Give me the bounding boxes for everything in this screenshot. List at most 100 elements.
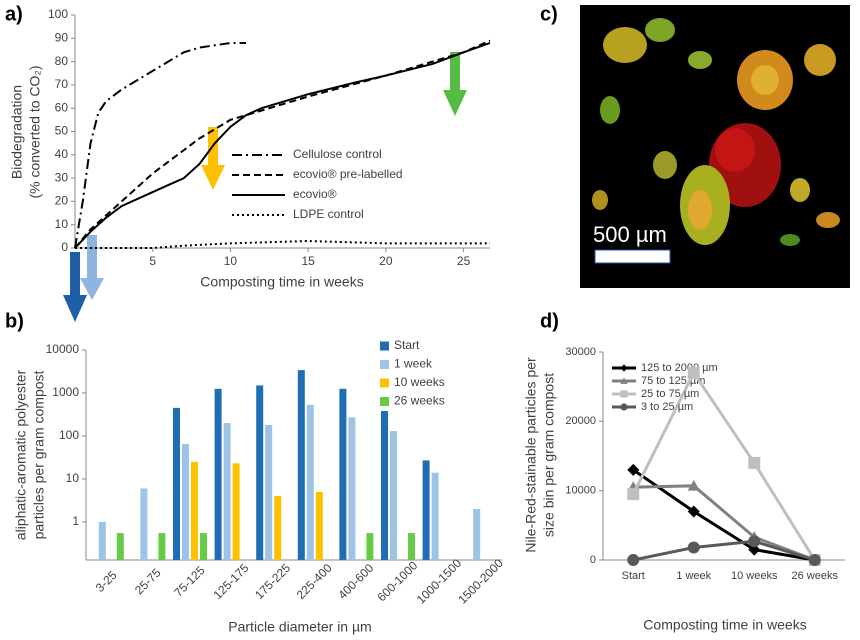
micrograph: 500 µm — [580, 5, 850, 288]
x-axis-title: Composting time in weeks — [200, 274, 363, 290]
x-tick-label: 175-225 — [252, 561, 293, 602]
y-tick-label: 1 — [72, 514, 79, 528]
marker — [687, 505, 700, 518]
y-tick-label: 90 — [55, 30, 69, 44]
marker — [687, 479, 700, 491]
legend-marker — [620, 390, 628, 398]
marker — [748, 543, 761, 556]
legend-label: 1 week — [394, 357, 433, 371]
bar — [232, 463, 240, 560]
x-tick-label: 125-175 — [210, 561, 251, 602]
bar — [191, 461, 198, 560]
x-tick-label: 25-75 — [132, 565, 164, 597]
marker — [748, 535, 761, 548]
series-line — [633, 484, 816, 562]
y-tick-label: 60 — [55, 100, 69, 114]
marker — [627, 554, 640, 566]
y-tick-label: 100 — [48, 7, 68, 21]
x-tick-label: 400-600 — [335, 561, 376, 602]
x-tick-label: 1 week — [676, 570, 711, 582]
marker — [687, 541, 700, 554]
bar — [348, 417, 356, 560]
panel-label: a) — [5, 3, 23, 25]
legend-label: 25 to 75 µm — [641, 388, 699, 400]
x-tick-label: 10 weeks — [731, 570, 778, 582]
x-axis-title: Composting time in weeks — [643, 617, 806, 633]
y-tick-label: 40 — [55, 147, 69, 161]
legend-marker — [620, 377, 628, 384]
marker — [808, 554, 821, 566]
x-tick-label: 25 — [457, 254, 471, 268]
series-line — [632, 539, 816, 562]
legend-marker — [620, 403, 628, 411]
x-tick-label: Start — [622, 570, 645, 582]
y-tick-label: 20 — [55, 194, 69, 208]
bar — [315, 491, 323, 560]
series-line — [74, 41, 246, 249]
legend-label: Start — [394, 338, 420, 352]
x-tick-label: 20 — [379, 254, 393, 268]
bar — [390, 431, 397, 560]
y-axis-title: aliphatic-aromatic polyester — [13, 369, 29, 540]
y-tick-label: 1000 — [52, 385, 79, 399]
bar — [140, 488, 148, 560]
bar — [431, 472, 439, 560]
bar — [306, 404, 314, 560]
bar — [214, 388, 222, 560]
y-tick-label: 0 — [590, 554, 596, 566]
y-axis-title: particles per gram compost — [31, 370, 47, 539]
y-tick-label: 10 — [55, 217, 69, 231]
x-tick-label: 26 weeks — [792, 570, 839, 582]
legend-label: ecovio® pre-labelled — [293, 167, 403, 181]
y-tick-label: 0 — [61, 240, 68, 254]
y-axis-title: size bin per gram compost — [541, 373, 557, 537]
legend-label: Cellulose control — [293, 147, 382, 161]
series-line — [75, 240, 490, 249]
bar — [274, 496, 282, 560]
legend-label: 26 weeks — [394, 394, 445, 408]
legend-swatch — [380, 360, 389, 369]
legend-swatch — [380, 341, 389, 351]
x-tick-label: 225-400 — [294, 561, 335, 602]
legend-label: 10 weeks — [394, 375, 445, 389]
y-axis-title: Biodegradation — [9, 85, 25, 179]
y-axis-title: (% converted to CO₂) — [27, 65, 43, 198]
y-tick-label: 100 — [59, 428, 79, 442]
marker — [687, 366, 700, 379]
x-tick-label: 15 — [301, 254, 315, 268]
bar — [422, 460, 430, 560]
y-tick-label: 30000 — [565, 346, 596, 358]
panel-label: d) — [540, 310, 559, 332]
bar — [98, 521, 106, 560]
marker — [627, 463, 640, 476]
y-axis-title: Nile-Red-stainable particles per — [523, 357, 539, 553]
panel-label: c) — [540, 3, 558, 25]
bar — [408, 533, 415, 560]
legend-label: 3 to 25 µm — [641, 401, 693, 413]
bar — [265, 424, 273, 560]
y-tick-label: 80 — [55, 54, 69, 68]
bar — [473, 508, 481, 560]
y-tick-label: 70 — [55, 77, 69, 91]
scale-bar-label: 500 µm — [593, 222, 667, 247]
legend-marker — [620, 364, 628, 372]
legend-label: LDPE control — [293, 207, 364, 221]
y-tick-label: 50 — [55, 124, 69, 138]
x-axis-title: Particle diameter in µm — [228, 619, 371, 635]
series-line — [631, 369, 817, 561]
series-line — [632, 468, 816, 562]
y-tick-label: 10000 — [565, 485, 596, 497]
x-tick-label: 5 — [149, 254, 156, 268]
bar — [339, 388, 347, 560]
series-line — [74, 42, 491, 249]
legend-label: 125 to 2000 µm — [641, 362, 718, 374]
x-tick-label: 10 — [224, 254, 238, 268]
bar — [223, 423, 231, 560]
y-tick-label: 10000 — [46, 342, 80, 356]
marker — [627, 488, 640, 501]
bar — [381, 411, 388, 560]
bar — [116, 533, 124, 560]
legend-swatch — [380, 397, 389, 406]
bar — [366, 533, 374, 560]
